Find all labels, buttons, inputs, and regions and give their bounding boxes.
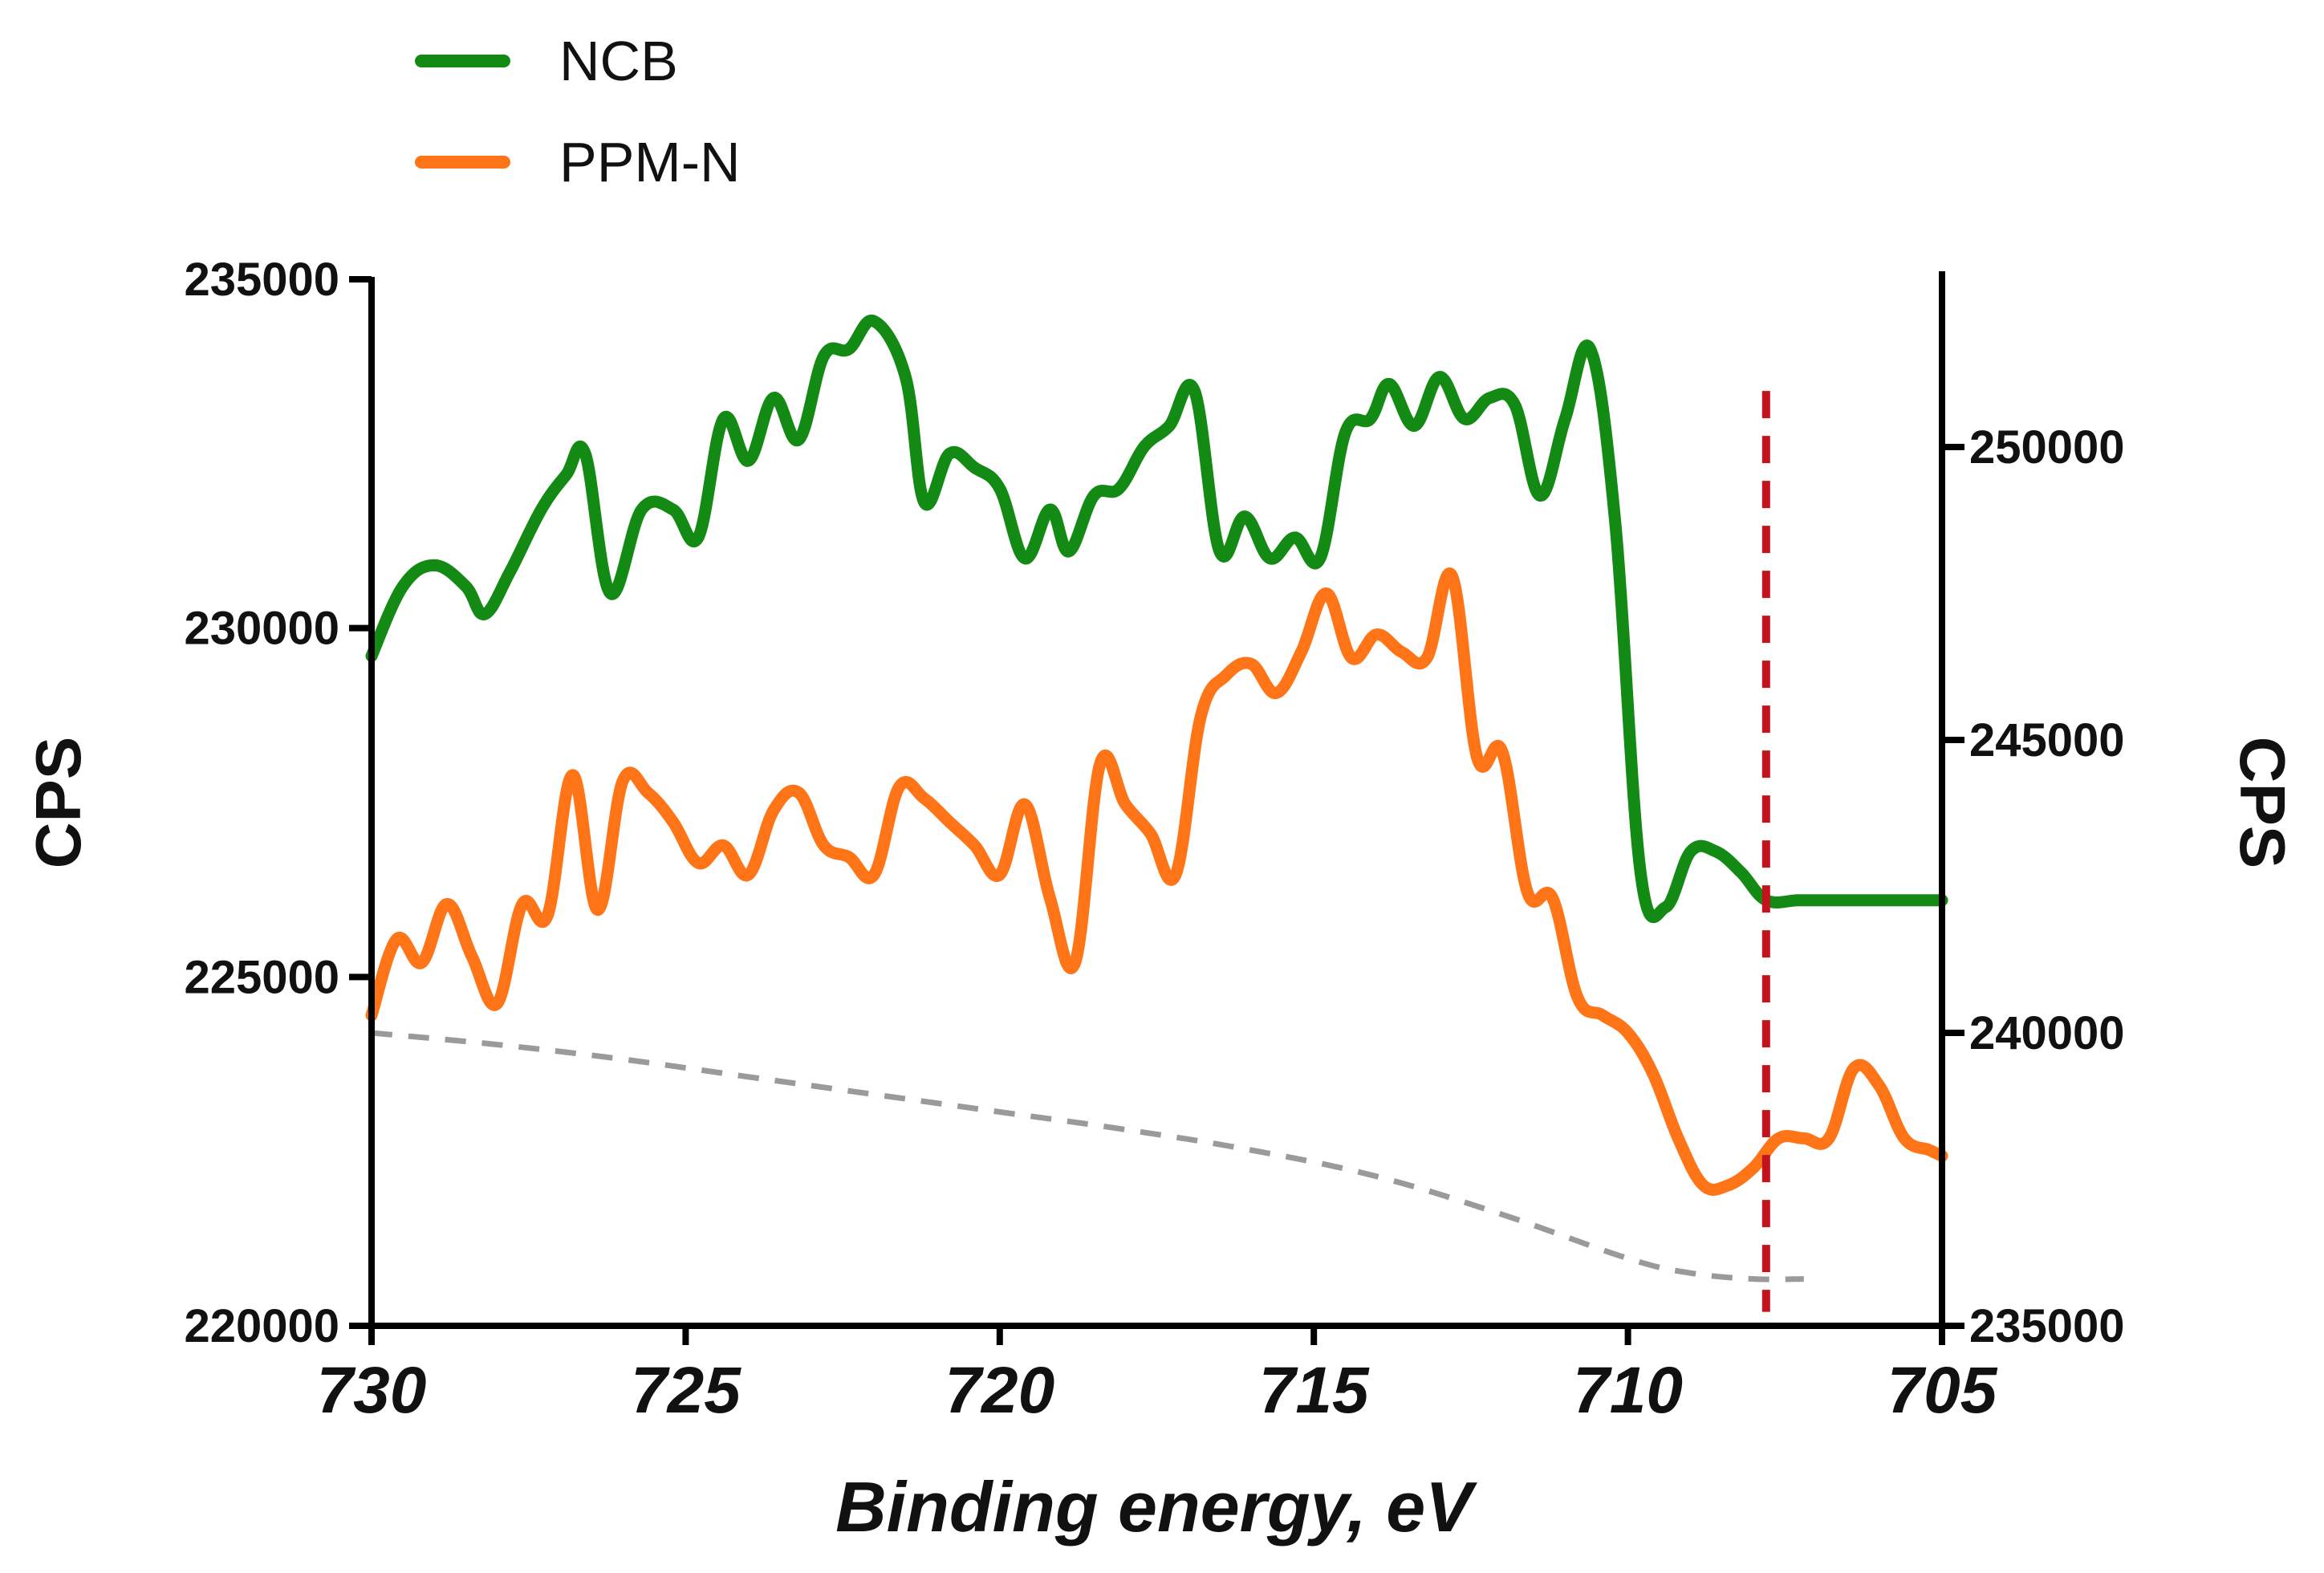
right-tick-label: 235000 <box>1969 1300 2125 1352</box>
x-tick-label: 720 <box>945 1354 1054 1427</box>
x-tick-label: 705 <box>1887 1354 1998 1427</box>
legend: NCB PPM-N <box>415 30 741 193</box>
x-axis-title: Binding energy, eV <box>835 1467 1477 1547</box>
legend-label-ncb: NCB <box>559 30 678 92</box>
x-axis-ticks: 730 725 720 715 710 705 <box>317 1326 1998 1427</box>
right-tick-label: 245000 <box>1969 714 2125 766</box>
left-tick-label: 220000 <box>184 1300 339 1352</box>
left-axis-title: CPS <box>22 737 94 869</box>
x-tick-label: 730 <box>317 1354 427 1427</box>
left-tick-label: 235000 <box>184 254 339 306</box>
right-axis-title: CPS <box>2227 737 2298 869</box>
legend-label-ppm-n: PPM-N <box>559 131 741 193</box>
right-tick-label: 250000 <box>1969 421 2125 474</box>
right-axis-ticks: 235000 240000 245000 250000 <box>1942 421 2125 1352</box>
series-line-ppm-n <box>365 567 1948 1196</box>
baseline-dashed-line <box>371 1030 1804 1282</box>
x-tick-label: 710 <box>1573 1354 1683 1427</box>
x-tick-label: 715 <box>1259 1354 1370 1427</box>
series-line-ncb <box>365 315 1948 924</box>
x-tick-label: 725 <box>631 1354 741 1427</box>
left-axis-ticks: 220000 225000 230000 235000 <box>184 254 372 1352</box>
left-tick-label: 225000 <box>184 951 339 1003</box>
right-tick-label: 240000 <box>1969 1007 2125 1059</box>
left-tick-label: 230000 <box>184 603 339 655</box>
